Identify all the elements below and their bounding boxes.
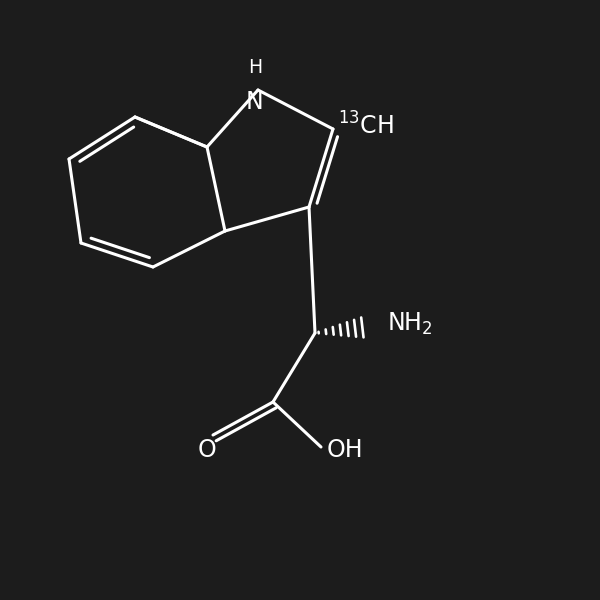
Text: H: H: [248, 58, 262, 77]
Text: N: N: [246, 90, 264, 114]
Text: OH: OH: [327, 438, 364, 462]
Text: O: O: [197, 438, 217, 462]
Text: $^{13}$CH: $^{13}$CH: [338, 112, 394, 140]
Text: NH$_2$: NH$_2$: [387, 311, 433, 337]
